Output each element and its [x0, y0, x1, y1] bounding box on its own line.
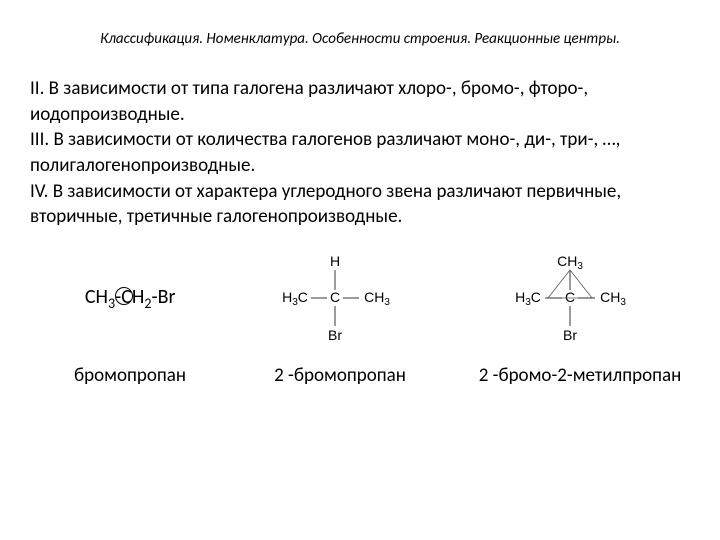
body-text: II. В зависимости от типа галогена разли…	[30, 76, 690, 230]
s3-top: CH3	[557, 254, 583, 272]
structures-row: CH3-CH2-Br H C H3C CH3 Br CH3 C	[30, 254, 690, 344]
s3-right: CH3	[600, 289, 626, 308]
structure-1: CH3-CH2-Br	[75, 285, 176, 312]
s2-right: CH3	[364, 289, 390, 308]
carbon-highlight-circle	[115, 287, 133, 305]
s3-center: C	[565, 289, 575, 305]
para-3: III. В зависимости от количества галоген…	[30, 127, 690, 178]
para-4: IV. В зависимости от характера углеродно…	[30, 179, 690, 230]
name-2: 2 -бромопропан	[230, 364, 450, 387]
structure-2-svg: H C H3C CH3 Br	[265, 254, 405, 344]
name-1: бромопропан	[30, 364, 230, 387]
s3-bottom: Br	[563, 327, 577, 343]
slide-title: Классификация. Номенклатура. Особенности…	[30, 30, 690, 48]
name-3: 2 -бромо-2-метилпропан	[450, 364, 710, 387]
names-row: бромопропан 2 -бромопропан 2 -бромо-2-ме…	[30, 364, 690, 387]
structure-2: H C H3C CH3 Br	[265, 254, 405, 344]
s2-center: C	[330, 289, 340, 305]
s2-left: H3C	[282, 289, 308, 308]
formula-1: CH3-CH2-Br	[75, 285, 176, 312]
s2-top: H	[330, 254, 340, 269]
structure-3: CH3 C H3C CH3 Br	[495, 254, 645, 344]
s2-bottom: Br	[328, 327, 342, 343]
para-2: II. В зависимости от типа галогена разли…	[30, 76, 690, 127]
s3-left: H3C	[515, 289, 541, 308]
structure-3-svg: CH3 C H3C CH3 Br	[495, 254, 645, 344]
